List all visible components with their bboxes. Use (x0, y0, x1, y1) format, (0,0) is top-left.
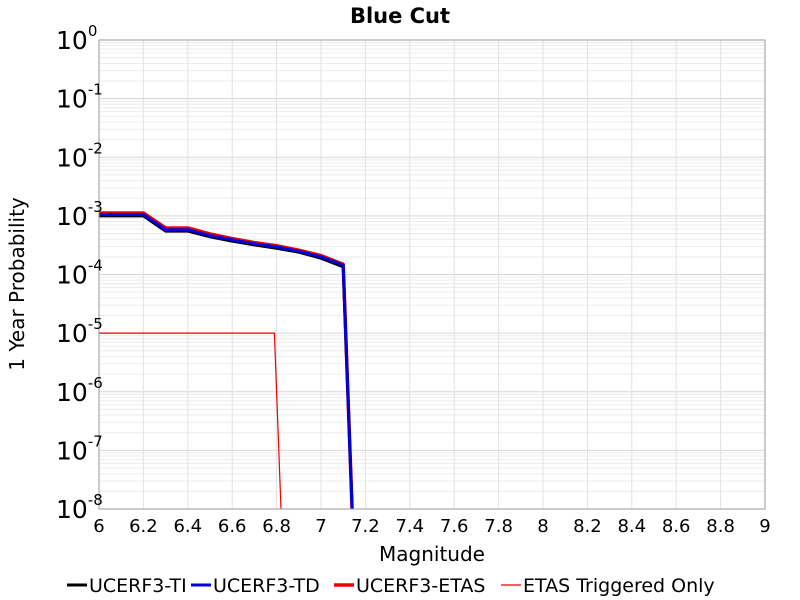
series-line-etas-triggered-only (99, 332, 282, 510)
x-tick-label: 8.6 (662, 516, 691, 537)
y-tick-label: 10-5 (56, 315, 103, 348)
x-tick-label: 7.8 (484, 516, 513, 537)
x-tick-label: 6.6 (218, 516, 247, 537)
y-axis-label: 1 Year Probability (5, 197, 29, 371)
legend-label: UCERF3-TI (89, 575, 187, 597)
x-tick-label: 7.4 (395, 516, 424, 537)
x-tick-label: 6.8 (262, 516, 291, 537)
legend-label: UCERF3-ETAS (356, 575, 485, 597)
x-tick-label: 7.2 (351, 516, 380, 537)
chart-title: Blue Cut (350, 4, 450, 28)
series-line-ucerf3-td (99, 213, 354, 510)
y-tick-label: 10-6 (56, 374, 103, 407)
y-tick-label: 10-3 (56, 198, 103, 231)
legend-label: UCERF3-TD (213, 575, 320, 597)
x-tick-label: 7 (315, 516, 326, 537)
legend-label: ETAS Triggered Only (523, 575, 715, 597)
x-tick-label: 9 (759, 516, 770, 537)
x-axis-label: Magnitude (379, 542, 485, 566)
y-tick-labels: 100 10-1 10-2 10-3 10-4 10-5 10-6 10-7 10-8 (56, 22, 103, 524)
x-tick-label: 6 (93, 516, 104, 537)
x-tick-label: 8.2 (573, 516, 602, 537)
x-tick-label: 6.4 (173, 516, 202, 537)
y-tick-label: 10-8 (56, 491, 103, 524)
y-tick-label: 10-1 (56, 81, 103, 114)
x-tick-label: 6.2 (129, 516, 158, 537)
grid (98, 39, 766, 510)
x-tick-label: 8 (537, 516, 548, 537)
y-tick-label: 10-2 (56, 139, 103, 172)
y-tick-label: 100 (56, 22, 97, 55)
series-group (99, 211, 354, 510)
y-tick-label: 10-7 (56, 432, 103, 465)
legend: UCERF3-TI UCERF3-TD UCERF3-ETAS ETAS Trigge… (67, 575, 715, 597)
plot-border (98, 39, 766, 510)
y-tick-label: 10-4 (56, 257, 103, 290)
x-tick-labels: 6 6.2 6.4 6.6 6.8 7 7.2 7.4 7.6 7.8 8 8.2 8.4 8.6 8.8 9 (93, 516, 770, 537)
x-tick-label: 8.4 (617, 516, 646, 537)
x-tick-label: 8.8 (706, 516, 735, 537)
x-tick-label: 7.6 (440, 516, 469, 537)
